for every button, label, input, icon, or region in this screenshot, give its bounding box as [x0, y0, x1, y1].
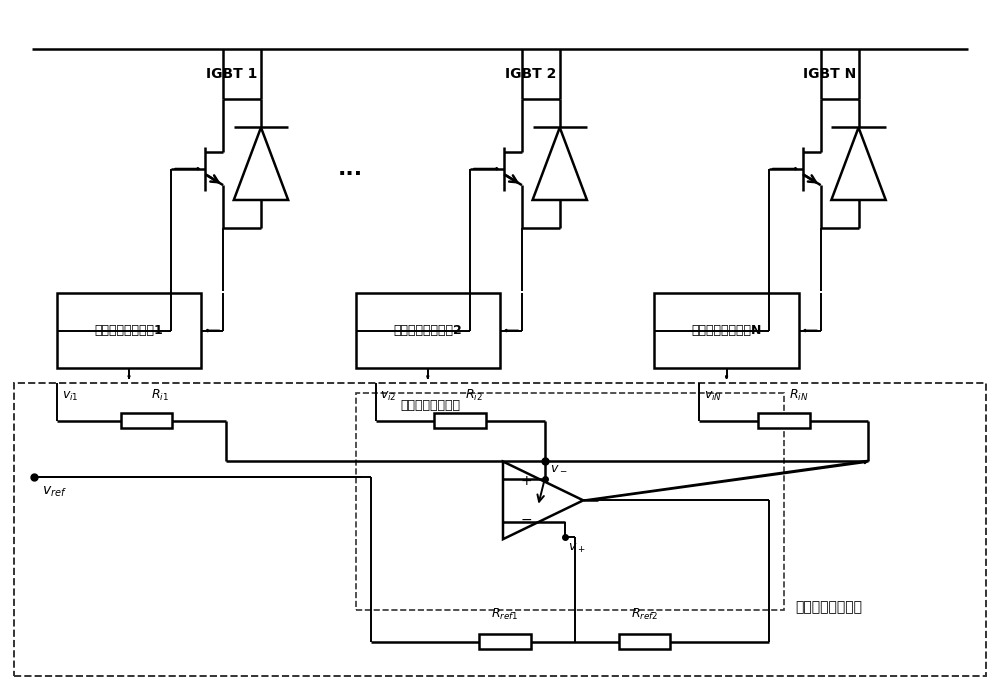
Bar — [57, 293, 201, 368]
Text: 参考信号放大电路: 参考信号放大电路 — [400, 400, 460, 413]
Text: 本地反馈控制电路1: 本地反馈控制电路1 — [95, 324, 163, 337]
Text: −: − — [520, 513, 532, 527]
Text: $v_{i2}$: $v_{i2}$ — [380, 389, 397, 403]
Text: IGBT 1: IGBT 1 — [206, 67, 258, 81]
Text: $v_-$: $v_-$ — [550, 460, 567, 473]
Bar — [619, 635, 670, 650]
Text: $v_{ref}$: $v_{ref}$ — [42, 484, 67, 499]
Text: $R_{ref1}$: $R_{ref1}$ — [491, 607, 519, 622]
Text: 本地反馈控制电路N: 本地反馈控制电路N — [691, 324, 762, 337]
Bar — [121, 413, 172, 428]
Bar — [654, 293, 799, 368]
Text: ...: ... — [338, 158, 363, 179]
Text: $R_{iN}$: $R_{iN}$ — [789, 388, 808, 403]
Bar — [356, 393, 784, 610]
Bar — [434, 413, 486, 428]
Text: $v_{iN}$: $v_{iN}$ — [704, 389, 722, 403]
Text: 参考信号计算电路: 参考信号计算电路 — [795, 600, 862, 614]
Text: $R_{i1}$: $R_{i1}$ — [151, 388, 169, 403]
Text: $R_{i2}$: $R_{i2}$ — [465, 388, 483, 403]
Text: $v_+$: $v_+$ — [568, 542, 586, 555]
Bar — [14, 383, 986, 675]
Text: +: + — [520, 474, 532, 488]
Text: IGBT 2: IGBT 2 — [505, 67, 557, 81]
Text: 本地反馈控制电路2: 本地反馈控制电路2 — [393, 324, 462, 337]
Text: $v_{i1}$: $v_{i1}$ — [62, 389, 78, 403]
Bar — [479, 635, 531, 650]
Text: $R_{ref2}$: $R_{ref2}$ — [631, 607, 658, 622]
Bar — [356, 293, 500, 368]
Text: IGBT N: IGBT N — [803, 67, 856, 81]
Bar — [758, 413, 810, 428]
